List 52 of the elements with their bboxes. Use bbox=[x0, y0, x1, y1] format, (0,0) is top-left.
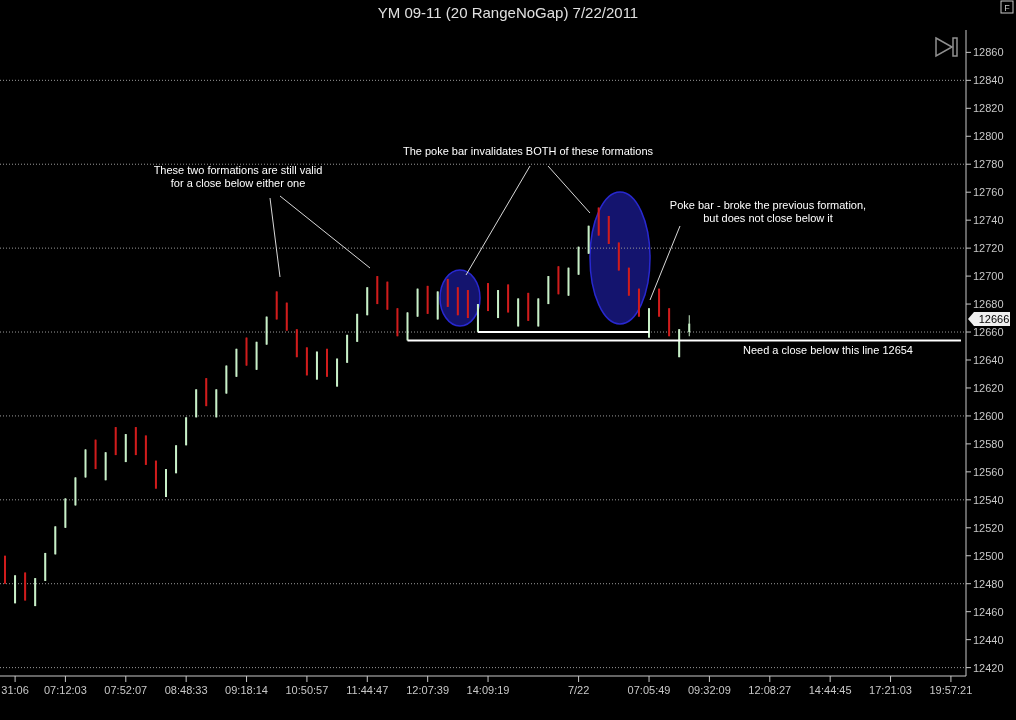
x-tick-label: 07:05:49 bbox=[627, 684, 671, 696]
x-tick-label: 07:12:03 bbox=[43, 684, 87, 696]
y-tick-label: 12760 bbox=[973, 186, 1004, 199]
candlestick bbox=[326, 348, 328, 378]
candlestick bbox=[165, 468, 167, 498]
candlestick bbox=[487, 282, 489, 312]
y-tick-label: 12620 bbox=[973, 381, 1004, 394]
y-tick-label: 12500 bbox=[973, 549, 1004, 562]
y-tick-label: 12440 bbox=[973, 633, 1004, 646]
x-tick-label: 7/22 bbox=[567, 684, 590, 696]
y-tick-label: 12660 bbox=[973, 325, 1004, 338]
y-tick-label: 12600 bbox=[973, 409, 1004, 422]
candlestick bbox=[648, 307, 650, 339]
x-tick-label: 09:18:14 bbox=[225, 684, 268, 696]
y-tick-label: 12460 bbox=[973, 605, 1004, 618]
y-tick-label: 12720 bbox=[973, 242, 1004, 255]
text: 12666 bbox=[978, 313, 1010, 325]
candlestick bbox=[4, 555, 6, 585]
f-button: F bbox=[1000, 0, 1014, 14]
y-tick-label: 12540 bbox=[973, 493, 1004, 506]
annotation: Need a close below this line 12654 bbox=[742, 344, 914, 356]
x-tick-label: 08:48:33 bbox=[164, 684, 208, 696]
x-tick-label: 10:50:57 bbox=[285, 684, 329, 696]
chart-title: YM 09-11 (20 RangeNoGap) 7/22/2011 bbox=[377, 4, 639, 21]
annotation: The poke bar invalidates BOTH of these formations bbox=[402, 145, 654, 157]
y-tick-label: 12780 bbox=[973, 158, 1004, 171]
y-tick-label: 12800 bbox=[973, 130, 1004, 143]
candlestick bbox=[688, 314, 691, 337]
y-tick-label: 12520 bbox=[973, 521, 1004, 534]
y-tick-label: 12420 bbox=[973, 661, 1004, 674]
y-tick-label: 12840 bbox=[973, 74, 1004, 87]
x-tick-label: 11:44:47 bbox=[346, 684, 389, 696]
x-tick-label: 17:21:03 bbox=[869, 684, 912, 696]
y-tick-label: 12700 bbox=[973, 270, 1004, 282]
y-tick-label: 12860 bbox=[973, 46, 1004, 59]
x-tick-label: 31:06 bbox=[1, 684, 29, 696]
x-tick-label: 19:57:21 bbox=[929, 684, 973, 696]
x-tick-label: 14:09:19 bbox=[466, 684, 510, 696]
y-tick-label: 12640 bbox=[973, 353, 1004, 366]
y-tick-label: 12480 bbox=[973, 577, 1004, 590]
annotation: These two formations are still valid for a close below either one bbox=[153, 164, 323, 189]
y-tick-label: 12680 bbox=[973, 297, 1004, 310]
x-tick-label: 07:52:07 bbox=[104, 684, 148, 696]
y-tick-label: 12560 bbox=[973, 465, 1004, 478]
x-tick-label: 12:08:27 bbox=[748, 684, 792, 696]
x-tick-label: 12:07:39 bbox=[406, 684, 450, 696]
y-tick-label: 12580 bbox=[973, 437, 1004, 450]
annotation: Poke bar - broke the previous formation, but does not close below it bbox=[669, 199, 867, 224]
x-tick-label: 09:32:09 bbox=[687, 684, 731, 696]
y-tick-label: 12820 bbox=[973, 102, 1004, 115]
y-tick-label: 12740 bbox=[973, 214, 1004, 227]
x-tick-label: 14:44:45 bbox=[808, 684, 852, 696]
